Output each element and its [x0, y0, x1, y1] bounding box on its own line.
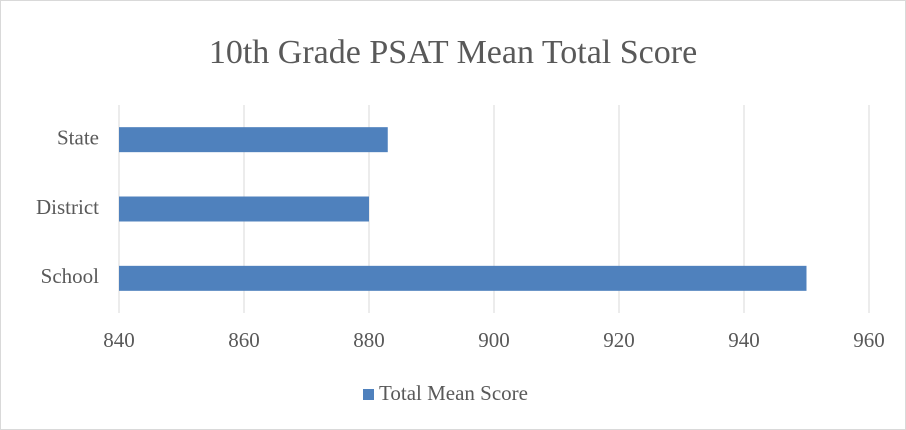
- bar: [119, 265, 807, 291]
- x-tick-label: 920: [603, 328, 635, 352]
- bar: [119, 196, 369, 222]
- legend-label: Total Mean Score: [379, 381, 528, 405]
- x-tick-label: 940: [728, 328, 760, 352]
- x-tick-label: 880: [353, 328, 385, 352]
- bar: [119, 127, 388, 153]
- x-tick-label: 900: [478, 328, 510, 352]
- x-tick-label: 840: [103, 328, 135, 352]
- x-tick-label: 860: [228, 328, 260, 352]
- x-tick-label: 960: [853, 328, 885, 352]
- y-tick-label: School: [41, 264, 100, 288]
- y-tick-label: District: [36, 195, 99, 219]
- legend-swatch: [363, 389, 374, 400]
- chart-title: 10th Grade PSAT Mean Total Score: [209, 34, 697, 71]
- y-tick-label: State: [57, 125, 99, 149]
